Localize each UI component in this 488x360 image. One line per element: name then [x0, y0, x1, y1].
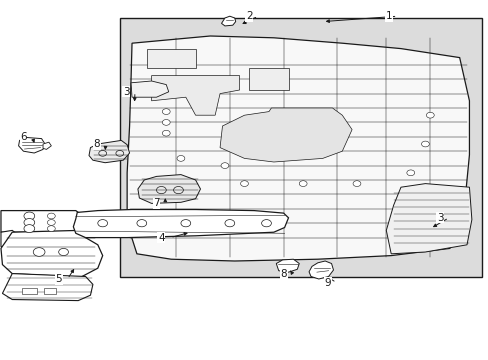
- Polygon shape: [276, 259, 299, 272]
- Circle shape: [24, 212, 35, 220]
- Polygon shape: [89, 140, 129, 163]
- Circle shape: [33, 248, 45, 256]
- Circle shape: [162, 109, 170, 114]
- Text: 4: 4: [158, 233, 164, 243]
- Polygon shape: [1, 211, 83, 232]
- Circle shape: [181, 220, 190, 227]
- Polygon shape: [386, 184, 471, 254]
- Text: 3: 3: [436, 213, 443, 223]
- Text: 8: 8: [280, 269, 286, 279]
- Text: 2: 2: [245, 11, 252, 21]
- Circle shape: [274, 123, 302, 143]
- Text: 9: 9: [324, 278, 330, 288]
- Circle shape: [47, 213, 55, 219]
- Bar: [249, 68, 288, 90]
- Circle shape: [47, 220, 55, 225]
- Text: 6: 6: [20, 132, 27, 142]
- Bar: [44, 288, 56, 294]
- Bar: [22, 288, 37, 294]
- Circle shape: [224, 220, 234, 227]
- Text: 8: 8: [93, 139, 100, 149]
- Circle shape: [406, 170, 414, 176]
- Circle shape: [137, 220, 146, 227]
- Polygon shape: [1, 230, 102, 277]
- Circle shape: [24, 225, 35, 233]
- Circle shape: [177, 156, 184, 161]
- Circle shape: [299, 181, 306, 186]
- Text: 7: 7: [153, 198, 160, 208]
- Polygon shape: [221, 16, 235, 26]
- Circle shape: [263, 114, 313, 152]
- Circle shape: [352, 181, 360, 186]
- Polygon shape: [127, 36, 468, 261]
- Polygon shape: [19, 138, 45, 153]
- Polygon shape: [308, 261, 333, 279]
- Circle shape: [261, 220, 271, 227]
- Circle shape: [240, 181, 248, 186]
- Polygon shape: [220, 108, 351, 162]
- Circle shape: [98, 220, 107, 227]
- Bar: [120, 18, 481, 277]
- Circle shape: [162, 130, 170, 136]
- Circle shape: [426, 112, 433, 118]
- Polygon shape: [2, 274, 93, 301]
- Circle shape: [162, 120, 170, 125]
- Polygon shape: [1, 230, 17, 248]
- Circle shape: [24, 219, 35, 226]
- Polygon shape: [151, 76, 239, 115]
- Text: 5: 5: [55, 274, 62, 284]
- Text: 3: 3: [122, 87, 129, 97]
- Polygon shape: [43, 142, 51, 149]
- Circle shape: [221, 163, 228, 168]
- Bar: [146, 49, 195, 68]
- Text: 1: 1: [385, 11, 391, 21]
- Polygon shape: [138, 175, 200, 203]
- Polygon shape: [131, 81, 168, 97]
- Circle shape: [421, 141, 428, 147]
- Circle shape: [59, 248, 68, 256]
- Circle shape: [47, 226, 55, 231]
- Polygon shape: [73, 210, 288, 238]
